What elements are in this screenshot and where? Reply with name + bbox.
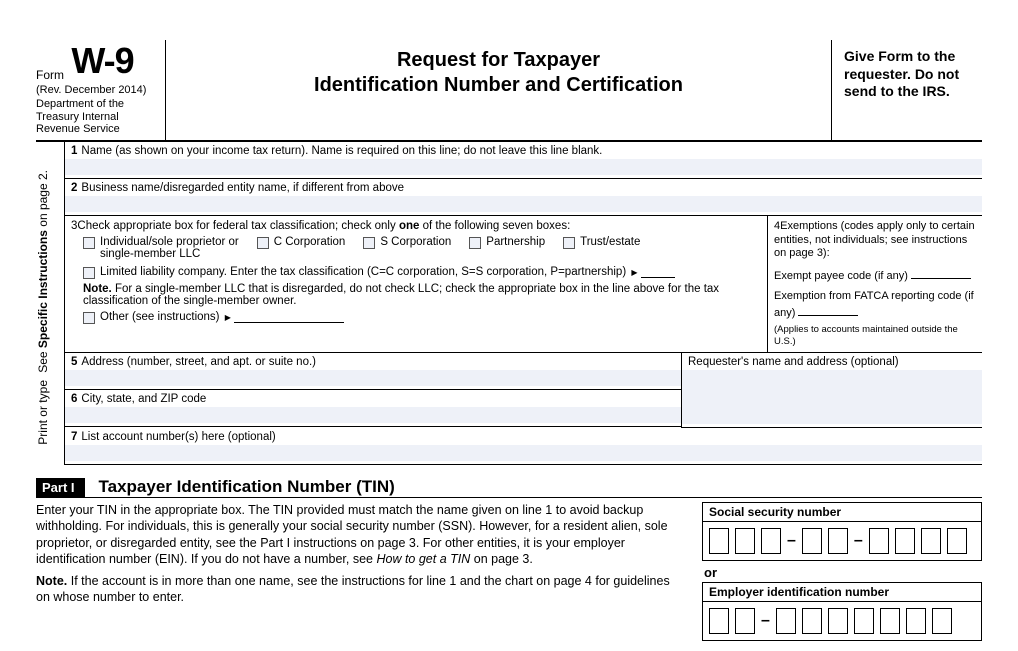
requester-label: Requester's name and address (optional) [688,356,899,368]
checkbox-s-corp[interactable]: S Corporation [363,236,451,249]
part-1-badge: Part I [36,478,85,497]
row-5-text: Address (number, street, and apt. or sui… [81,356,316,368]
tin-area: Enter your TIN in the appropriate box. T… [36,502,982,641]
part-1-header: Part I Taxpayer Identification Number (T… [36,477,982,498]
mid-area: See Specific Instructions on page 2. Pri… [36,142,982,465]
row-1-text: Name (as shown on your income tax return… [81,145,602,157]
title-line1: Request for Taxpayer [176,48,821,73]
ssn-label: Social security number [702,502,982,522]
row-2-text: Business name/disregarded entity name, i… [81,182,404,194]
city-state-zip-input[interactable] [65,407,681,423]
tin-instructions: Enter your TIN in the appropriate box. T… [36,502,684,641]
row-6-city: 6 City, state, and ZIP code [65,390,681,427]
side-label: See Specific Instructions on page 2. Pri… [36,142,64,465]
exemptions-text: Exemptions (codes apply only to certain … [774,220,975,260]
row-5-address: 5 Address (number, street, and apt. or su… [65,353,681,390]
row-6-num: 6 [71,393,77,405]
exempt-payee-input[interactable] [911,267,971,279]
address-split: 5 Address (number, street, and apt. or su… [65,353,982,428]
box-3-classification: 3Check appropriate box for federal tax c… [65,216,768,352]
row-1-name: 1 Name (as shown on your income tax retur… [65,142,982,179]
fatca-code-input[interactable] [798,304,858,316]
requester-box: Requester's name and address (optional) [682,353,982,428]
part-1-title: Taxpayer Identification Number (TIN) [99,477,395,497]
business-name-input[interactable] [65,196,982,212]
row-2-num: 2 [71,182,77,194]
checkbox-trust-estate[interactable]: Trust/estate [563,236,640,249]
row-7-num: 7 [71,431,77,443]
checkbox-c-corp[interactable]: C Corporation [257,236,346,249]
ein-label: Employer identification number [702,582,982,602]
checkbox-llc[interactable]: Limited liability company. Enter the tax… [83,266,675,279]
revision-date: (Rev. December 2014) [36,84,157,96]
title-line2: Identification Number and Certification [176,73,821,98]
row-3-one: one [399,220,419,232]
requester-input[interactable] [682,370,982,424]
row-6-text: City, state, and ZIP code [81,393,206,405]
form-number: W-9 [71,40,133,82]
box-4-exemptions: 4Exemptions (codes apply only to certain… [768,216,982,352]
row-1-num: 1 [71,145,77,157]
department-line: Department of the Treasury Internal Reve… [36,98,157,136]
form-header: Form W-9 (Rev. December 2014) Department… [36,40,982,142]
ein-grid[interactable]: – [702,602,982,641]
header-left: Form W-9 (Rev. December 2014) Department… [36,40,166,140]
checkbox-other[interactable]: Other (see instructions) [83,311,344,324]
row-2-business: 2 Business name/disregarded entity name, … [65,179,982,216]
row-3-text: Check appropriate box for federal tax cl… [77,220,399,232]
row-5-num: 5 [71,356,77,368]
row-3-after: of the following seven boxes: [419,220,570,232]
side-print-type: Print or type [36,380,64,445]
exempt-payee-label: Exempt payee code (if any) [774,270,908,282]
llc-classification-input[interactable] [641,266,675,278]
mid-main: 1 Name (as shown on your income tax retur… [64,142,982,465]
or-label: or [704,565,982,580]
header-title: Request for Taxpayer Identification Numb… [166,40,832,140]
checkbox-partnership[interactable]: Partnership [469,236,545,249]
ssn-grid[interactable]: – – [702,522,982,561]
llc-note: Note. For a single-member LLC that is di… [71,283,761,307]
side-instructions: See Specific Instructions on page 2. [36,170,64,373]
give-form-notice: Give Form to the requester. Do not send … [832,40,982,140]
other-input[interactable] [234,311,344,323]
applies-note: (Applies to accounts maintained outside … [774,324,976,348]
account-numbers-input[interactable] [65,445,982,461]
address-input[interactable] [65,370,681,386]
row-7-accounts: 7 List account number(s) here (optional) [65,428,982,465]
row-7-text: List account number(s) here (optional) [81,431,275,443]
form-word: Form [36,68,64,82]
name-input[interactable] [65,159,982,175]
checkbox-individual[interactable]: Individual/sole proprietor orsingle-memb… [83,236,239,260]
address-left: 5 Address (number, street, and apt. or su… [65,353,682,428]
tin-boxes: Social security number – – or Employer i… [702,502,982,641]
row-3-4-split: 3Check appropriate box for federal tax c… [65,216,982,353]
